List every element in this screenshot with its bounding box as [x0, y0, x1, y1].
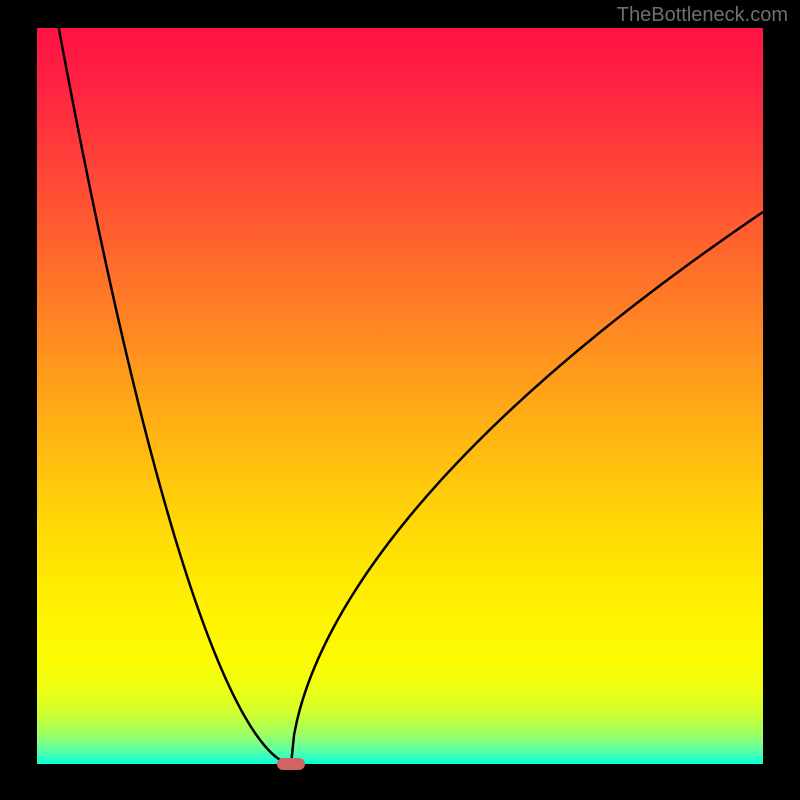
chart-container: TheBottleneck.com — [0, 0, 800, 800]
bottleneck-curve — [37, 28, 763, 764]
watermark-text: TheBottleneck.com — [617, 4, 788, 27]
plot-area — [37, 28, 763, 764]
curve-path — [59, 28, 763, 764]
optimum-marker — [277, 758, 305, 770]
